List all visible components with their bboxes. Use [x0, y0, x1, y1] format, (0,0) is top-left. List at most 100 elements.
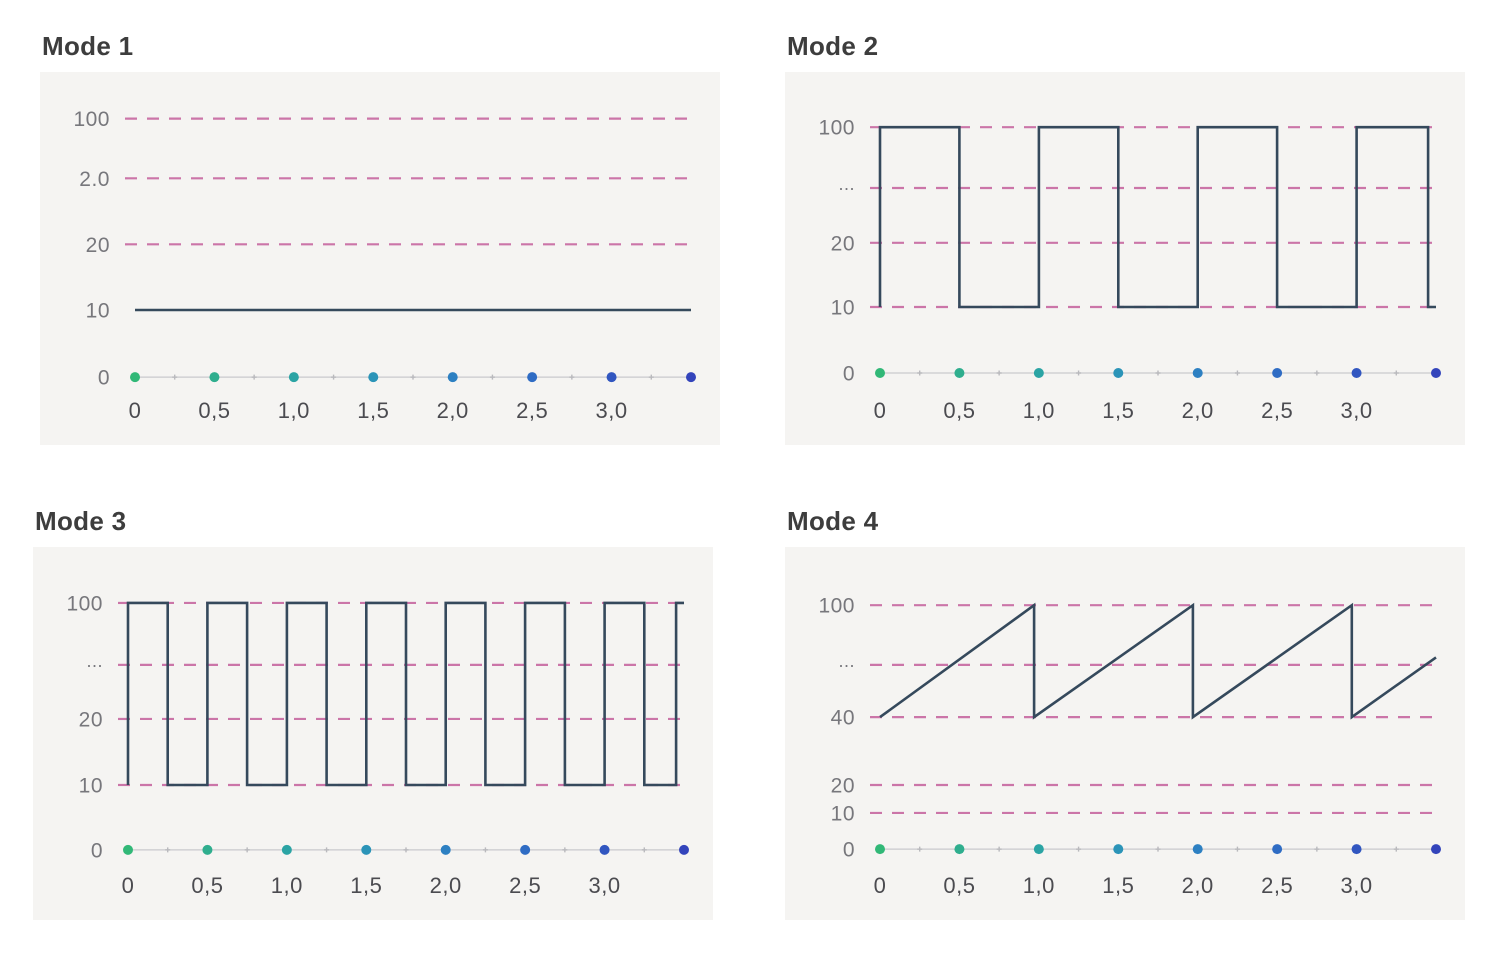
- y-tick-label: ...: [838, 651, 855, 671]
- y-tick-label: 100: [73, 108, 110, 131]
- waveform-line: [879, 602, 1437, 720]
- axis-dot: [954, 844, 965, 855]
- axis-dot: [1272, 368, 1283, 379]
- y-tick-label: 100: [818, 117, 855, 140]
- axis-dot: [288, 372, 299, 383]
- axis-dot: [123, 844, 133, 855]
- x-tick-label: 2,5: [1261, 873, 1293, 898]
- x-tick-label: 0,5: [943, 398, 975, 423]
- axis-dot: [1113, 844, 1124, 855]
- axis-dot: [686, 372, 696, 383]
- y-tick-label: 0: [98, 367, 110, 390]
- y-tick-label: 0: [843, 363, 855, 386]
- axis-dot: [679, 844, 689, 855]
- x-tick-label: 1,5: [1102, 398, 1134, 423]
- axis-dot: [1033, 844, 1044, 855]
- y-tick-label: 10: [831, 296, 855, 319]
- x-tick-label: 1,5: [350, 873, 382, 898]
- axis-dot: [361, 844, 372, 855]
- chart-panel: 100... 20 10 0 0 0,5 1,0 1,5 2,0 2,5 3,0: [785, 72, 1465, 445]
- y-tick-label: 20: [831, 774, 855, 797]
- x-tick-label: 0,5: [943, 873, 975, 898]
- axis-dot: [599, 844, 610, 855]
- chart-mode-2: Mode 2 100... 20 10 0 0 0,5 1,0 1,5 2,0 2,5 3,0: [785, 30, 1465, 445]
- axis-dot: [1272, 844, 1283, 855]
- chart-panel: 100 2.0 20 10 0 0 0,5 1,0 1,5 2,0 2,5 3,0: [40, 72, 720, 445]
- x-tick-label: 3,0: [1341, 398, 1373, 423]
- y-tick-label: 20: [831, 232, 855, 255]
- axis-dot: [130, 372, 140, 383]
- axis-dot: [1113, 368, 1124, 379]
- y-tick-label: 2.0: [79, 168, 110, 191]
- axis-dot: [875, 368, 885, 379]
- axis-dot: [440, 844, 451, 855]
- x-tick-label: 2,0: [1182, 398, 1214, 423]
- x-tick-label: 2,0: [1182, 873, 1214, 898]
- axis-dot: [447, 372, 458, 383]
- chart-mode-4: Mode 4 100... 40 20 10 0 0 0,5 1,0 1,5 2,0 2,5 3,0: [785, 505, 1465, 920]
- axis-dot: [606, 372, 617, 383]
- x-tick-label: 3,0: [589, 873, 621, 898]
- axis-dot: [527, 372, 538, 383]
- y-tick-label: 0: [843, 839, 855, 862]
- x-tick-label: 2,5: [509, 873, 541, 898]
- y-tick-label: 40: [831, 707, 855, 730]
- x-tick-label: 1,0: [1023, 398, 1055, 423]
- y-tick-label: 20: [79, 708, 103, 731]
- axis-dot: [1033, 368, 1044, 379]
- x-tick-label: 2,5: [1261, 398, 1293, 423]
- y-tick-label: 20: [86, 234, 110, 257]
- chart-title: Mode 4: [787, 506, 879, 536]
- axis-dot: [954, 368, 965, 379]
- x-tick-label: 1,0: [1023, 873, 1055, 898]
- axis-dot: [209, 372, 220, 383]
- x-tick-label: 2,5: [516, 398, 548, 423]
- axis-dot: [368, 372, 379, 383]
- x-tick-label: 0: [129, 398, 142, 423]
- x-tick-label: 3,0: [1341, 873, 1373, 898]
- chart-mode-1: Mode 1 100 2.0 20 10 0 0 0,5 1,0 1,5 2,0 2,5 3,0: [40, 30, 720, 445]
- waveform-line: [126, 601, 684, 787]
- x-tick-label: 2,0: [437, 398, 469, 423]
- axis-dot: [1431, 368, 1441, 379]
- x-tick-label: 3,0: [596, 398, 628, 423]
- y-tick-label: 10: [86, 299, 110, 322]
- chart-title: Mode 1: [42, 31, 134, 61]
- waveform-line: [878, 125, 1436, 309]
- axis-dot: [520, 844, 531, 855]
- x-tick-label: 1,0: [271, 873, 303, 898]
- x-tick-label: 0,5: [191, 873, 223, 898]
- axis-dot: [281, 844, 292, 855]
- axis-dot: [1351, 844, 1362, 855]
- y-tick-label: 100: [66, 592, 103, 615]
- y-tick-label: 0: [91, 839, 103, 862]
- x-tick-label: 0: [874, 398, 887, 423]
- chart-panel: 100... 20 10 0 0 0,5 1,0 1,5 2,0 2,5 3,0: [33, 547, 713, 920]
- chart-title: Mode 3: [35, 506, 127, 536]
- axis-dot: [1192, 844, 1203, 855]
- axis-dot: [1351, 368, 1362, 379]
- x-tick-label: 1,5: [357, 398, 389, 423]
- x-tick-label: 0,5: [198, 398, 230, 423]
- axis-dot: [875, 844, 885, 855]
- x-tick-label: 1,0: [278, 398, 310, 423]
- axis-dot: [1431, 844, 1441, 855]
- y-tick-label: 100: [818, 595, 855, 618]
- x-tick-label: 0: [122, 873, 135, 898]
- chart-panel: 100... 40 20 10 0 0 0,5 1,0 1,5 2,0 2,5 3,0: [785, 547, 1465, 920]
- x-tick-label: 2,0: [430, 873, 462, 898]
- x-tick-label: 1,5: [1102, 873, 1134, 898]
- y-tick-label: ...: [86, 651, 103, 671]
- y-tick-label: ...: [838, 174, 855, 194]
- axis-dot: [1192, 368, 1203, 379]
- axis-dot: [202, 844, 213, 855]
- y-tick-label: 10: [79, 774, 103, 797]
- chart-mode-3: Mode 3 100... 20 10 0 0 0,5 1,0 1,5 2,0 2,5 3,0: [33, 505, 713, 920]
- chart-title: Mode 2: [787, 31, 879, 61]
- y-tick-label: 10: [831, 802, 855, 825]
